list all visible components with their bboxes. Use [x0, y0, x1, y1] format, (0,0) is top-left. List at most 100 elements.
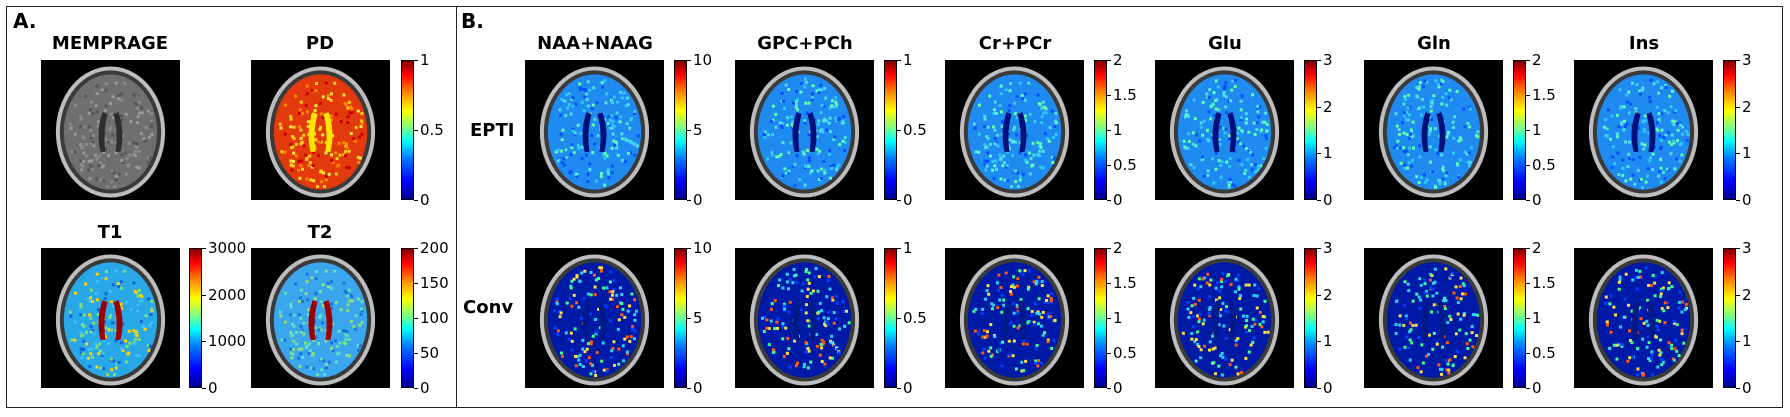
- brain-image-conv: [945, 248, 1084, 388]
- map-title-pd: PD: [305, 33, 335, 54]
- colorbar-tickmark: [414, 130, 418, 131]
- brain-slice-graphic: [539, 66, 650, 198]
- colorbar-tickmark: [897, 318, 901, 319]
- colorbar-tickmark: [1736, 341, 1740, 342]
- colorbar-tick-label: 0.5: [420, 121, 444, 139]
- colorbar-tick-label: 1.5: [1532, 274, 1556, 292]
- map-title-t1: T1: [97, 222, 123, 243]
- colorbar-tick-label: 0: [208, 379, 218, 397]
- colorbar-tick-label: 1: [1113, 309, 1123, 327]
- row-label-epti: EPTI: [470, 120, 515, 141]
- brain-slice-graphic: [1588, 66, 1699, 198]
- colorbar-tickmark: [414, 60, 418, 61]
- brain-image-epti: [945, 60, 1084, 200]
- colorbar-tickmark: [687, 60, 691, 61]
- colorbar-tickmark: [1107, 353, 1111, 354]
- colorbar-tick-label: 2: [1532, 51, 1542, 69]
- colorbar-tick-label: 2: [1742, 286, 1752, 304]
- colorbar: [1723, 60, 1736, 200]
- brain-slice-graphic: [1378, 254, 1489, 386]
- colorbar-tick-label: 0: [1532, 379, 1542, 397]
- colorbar-tick-label: 3: [1323, 239, 1333, 257]
- colorbar-tickmark: [687, 388, 691, 389]
- colorbar-tickmark: [1526, 388, 1530, 389]
- brain-slice-graphic: [1378, 66, 1489, 198]
- brain-image-epti: [1364, 60, 1503, 200]
- colorbar-tickmark: [414, 283, 418, 284]
- metabolite-title: NAA+NAAG: [537, 33, 653, 54]
- colorbar-tick-label: 0: [1323, 379, 1333, 397]
- colorbar-tick-label: 10: [693, 51, 713, 69]
- colorbar-tick-label: 0: [1742, 191, 1752, 209]
- colorbar-tickmark: [1526, 60, 1530, 61]
- colorbar-tick-label: 3: [1742, 239, 1752, 257]
- brain-image-t1: [41, 248, 180, 388]
- colorbar-tickmark: [1107, 95, 1111, 96]
- colorbar-tickmark: [1107, 388, 1111, 389]
- colorbar-tick-label: 0: [1113, 191, 1123, 209]
- metabolite-title: GPC+PCh: [757, 33, 853, 54]
- colorbar-tick-label: 0: [420, 379, 430, 397]
- colorbar-tickmark: [1317, 388, 1321, 389]
- colorbar-tickmark: [897, 130, 901, 131]
- brain-slice-graphic: [959, 254, 1070, 386]
- colorbar-tick-label: 0: [1323, 191, 1333, 209]
- colorbar: [1723, 248, 1736, 388]
- brain-image-conv: [1574, 248, 1713, 388]
- colorbar: [1513, 248, 1526, 388]
- colorbar-tick-label: 1: [1113, 121, 1123, 139]
- brain-image-epti: [1155, 60, 1294, 200]
- brain-slice-graphic: [55, 254, 166, 386]
- colorbar-tickmark: [897, 200, 901, 201]
- colorbar-tickmark: [1317, 200, 1321, 201]
- colorbar-tickmark: [1736, 153, 1740, 154]
- brain-image-pd: [251, 60, 390, 200]
- colorbar-tickmark: [1736, 248, 1740, 249]
- colorbar-tick-label: 10: [693, 239, 713, 257]
- colorbar-tick-label: 3: [1323, 51, 1333, 69]
- brain-slice-graphic: [749, 254, 860, 386]
- colorbar-tick-label: 0.5: [1113, 344, 1137, 362]
- colorbar-tickmark: [1107, 283, 1111, 284]
- colorbar-tickmark: [1736, 200, 1740, 201]
- colorbar-tick-label: 1: [1323, 144, 1333, 162]
- colorbar-tick-label: 0: [1113, 379, 1123, 397]
- colorbar: [1304, 248, 1317, 388]
- colorbar-tick-label: 2: [1532, 239, 1542, 257]
- colorbar-tick-label: 1: [1532, 121, 1542, 139]
- colorbar-tick-label: 1.5: [1113, 274, 1137, 292]
- colorbar-tickmark: [1526, 353, 1530, 354]
- row-label-conv: Conv: [463, 297, 514, 318]
- colorbar-tickmark: [687, 318, 691, 319]
- colorbar-tickmark: [1526, 200, 1530, 201]
- colorbar-tickmark: [1526, 248, 1530, 249]
- colorbar-tickmark: [202, 388, 206, 389]
- colorbar-tickmark: [687, 200, 691, 201]
- colorbar-tick-label: 0: [903, 191, 913, 209]
- colorbar-tick-label: 0.5: [1532, 344, 1556, 362]
- colorbar-tickmark: [202, 341, 206, 342]
- brain-slice-graphic: [1588, 254, 1699, 386]
- colorbar-tick-label: 150: [420, 274, 449, 292]
- brain-slice-graphic: [959, 66, 1070, 198]
- colorbar-tick-label: 1.5: [1113, 86, 1137, 104]
- colorbar-tickmark: [897, 248, 901, 249]
- colorbar: [1304, 60, 1317, 200]
- colorbar: [674, 248, 687, 388]
- colorbar-tickmark: [414, 200, 418, 201]
- brain-slice-graphic: [749, 66, 860, 198]
- map-title-memprage: MEMPRAGE: [51, 33, 169, 54]
- colorbar-tickmark: [414, 248, 418, 249]
- colorbar-tickmark: [1107, 130, 1111, 131]
- colorbar: [884, 248, 897, 388]
- colorbar-t2: [401, 248, 414, 388]
- colorbar-tickmark: [1526, 283, 1530, 284]
- brain-image-conv: [735, 248, 874, 388]
- colorbar-tickmark: [1736, 388, 1740, 389]
- colorbar: [1094, 248, 1107, 388]
- colorbar: [1513, 60, 1526, 200]
- colorbar-tickmark: [414, 353, 418, 354]
- brain-slice-graphic: [1169, 254, 1280, 386]
- colorbar-tickmark: [1736, 60, 1740, 61]
- colorbar-tick-label: 5: [693, 309, 703, 327]
